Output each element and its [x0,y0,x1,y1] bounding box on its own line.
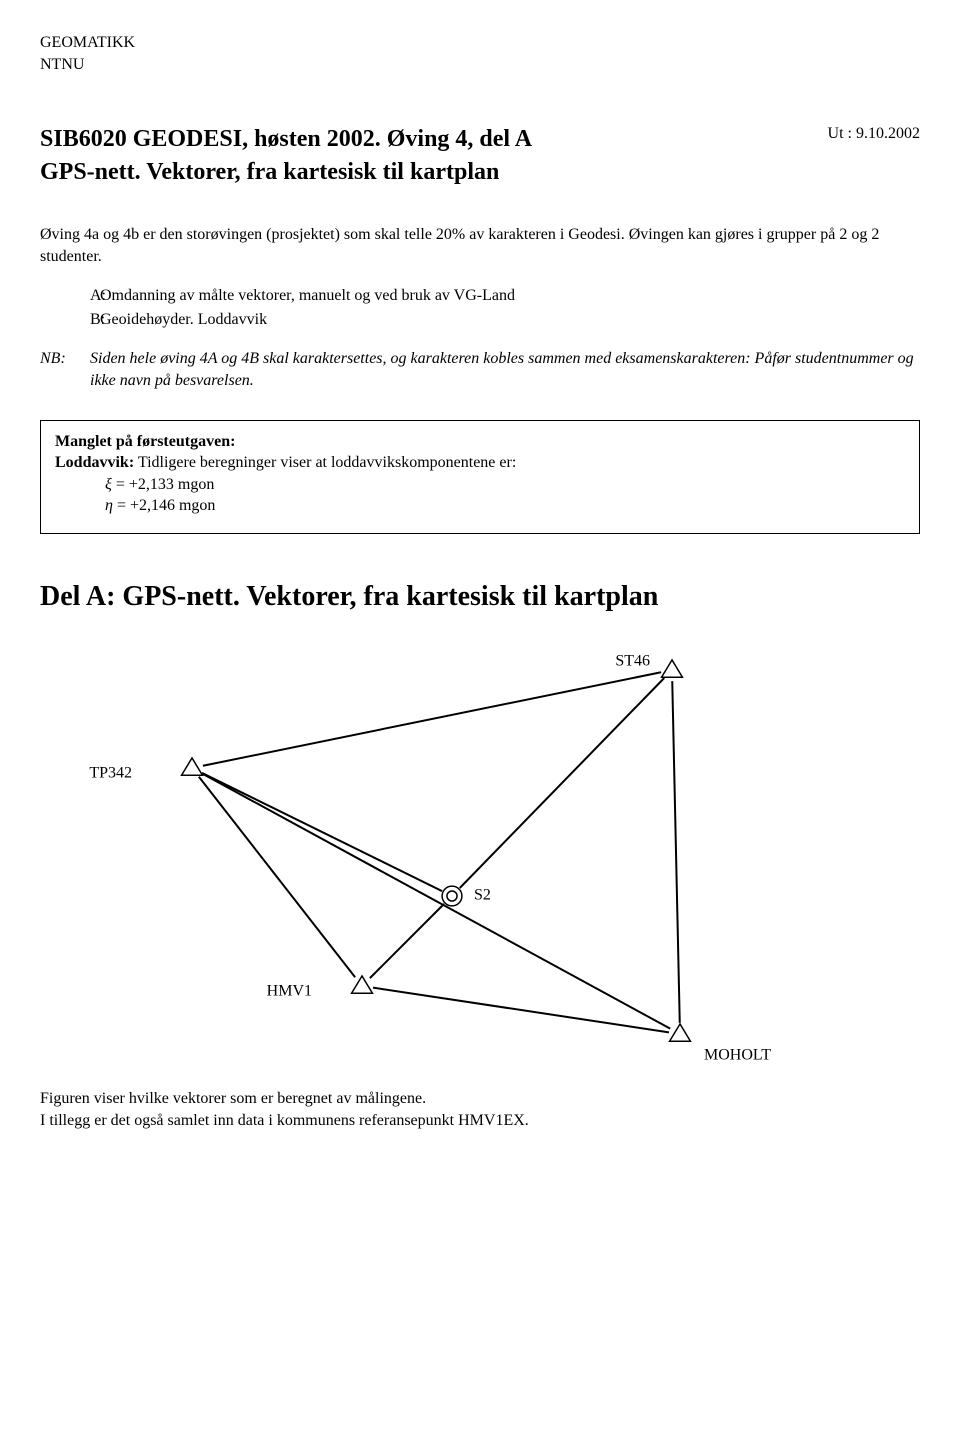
xi-value: = +2,133 mgon [112,476,215,493]
caption-line2: I tillegg er det også samlet inn data i … [40,1110,920,1132]
nb-text: Siden hele øving 4A og 4B skal karakters… [90,348,920,391]
svg-text:S2: S2 [474,886,491,903]
box-xi: ξ = +2,133 mgon [55,474,905,496]
item-a-row: A: Omdanning av målte vektorer, manuelt … [40,285,920,307]
svg-text:TP342: TP342 [89,764,132,781]
svg-text:MOHOLT: MOHOLT [704,1046,771,1063]
title-row: SIB6020 GEODESI, høsten 2002. Øving 4, d… [40,123,920,188]
eta-symbol: η [105,497,113,514]
note-box: Manglet på førsteutgaven: Loddavvik: Tid… [40,420,920,534]
box-line2-bold: Loddavvik: [55,454,134,471]
item-a-label: A: [40,285,100,307]
eta-value: = +2,146 mgon [113,497,216,514]
box-line2-rest: Tidligere beregninger viser at loddavvik… [134,454,516,471]
item-b-text: Geoidehøyder. Loddavvik [100,309,920,331]
item-b-label: B: [40,309,100,331]
svg-text:ST46: ST46 [615,652,650,669]
intro-paragraph: Øving 4a og 4b er den storøvingen (prosj… [40,224,920,267]
box-title: Manglet på førsteutgaven: [55,431,905,453]
network-diagram: ST46 TP342 S2 HMV1 MOHOLT [40,634,920,1081]
title-block: SIB6020 GEODESI, høsten 2002. Øving 4, d… [40,123,804,188]
title-line1: SIB6020 GEODESI, høsten 2002. Øving 4, d… [40,123,804,155]
nb-row: NB: Siden hele øving 4A og 4B skal karak… [40,348,920,391]
header-inst: NTNU [40,54,920,76]
nb-label: NB: [40,348,90,391]
section-title: Del A: GPS-nett. Vektorer, fra kartesisk… [40,578,920,616]
date-out: Ut : 9.10.2002 [828,123,920,145]
item-b-row: B: Geoidehøyder. Loddavvik [40,309,920,331]
box-eta: η = +2,146 mgon [55,495,905,517]
caption-line1: Figuren viser hvilke vektorer som er ber… [40,1088,920,1110]
svg-text:HMV1: HMV1 [267,982,312,999]
xi-symbol: ξ [105,476,112,493]
box-line2: Loddavvik: Tidligere beregninger viser a… [55,452,905,474]
title-line2: GPS-nett. Vektorer, fra kartesisk til ka… [40,156,804,188]
header-org: GEOMATIKK [40,32,920,54]
item-a-text: Omdanning av målte vektorer, manuelt og … [100,285,920,307]
